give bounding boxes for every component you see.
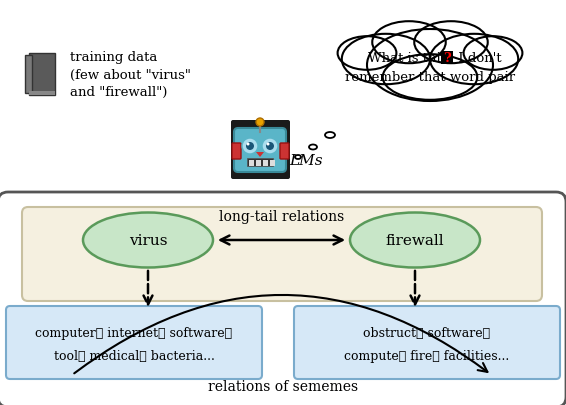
FancyBboxPatch shape bbox=[29, 92, 55, 96]
Text: LMs: LMs bbox=[289, 153, 323, 168]
Text: computer、 internet、 software、: computer、 internet、 software、 bbox=[36, 326, 233, 339]
FancyBboxPatch shape bbox=[263, 161, 268, 166]
FancyBboxPatch shape bbox=[22, 207, 542, 301]
FancyBboxPatch shape bbox=[280, 144, 289, 160]
Circle shape bbox=[266, 143, 274, 151]
Text: tool、 medical、 bacteria...: tool、 medical、 bacteria... bbox=[54, 349, 215, 362]
Ellipse shape bbox=[337, 37, 396, 70]
Ellipse shape bbox=[430, 35, 518, 85]
Text: long-tail relations: long-tail relations bbox=[219, 209, 344, 224]
Ellipse shape bbox=[383, 55, 477, 100]
Circle shape bbox=[267, 143, 269, 146]
FancyBboxPatch shape bbox=[441, 51, 453, 64]
Text: relations of sememes: relations of sememes bbox=[208, 379, 358, 393]
FancyBboxPatch shape bbox=[0, 192, 566, 405]
FancyBboxPatch shape bbox=[294, 306, 560, 379]
FancyBboxPatch shape bbox=[270, 161, 275, 166]
Ellipse shape bbox=[414, 22, 488, 64]
FancyBboxPatch shape bbox=[249, 161, 254, 166]
Ellipse shape bbox=[372, 22, 446, 64]
Ellipse shape bbox=[464, 37, 522, 70]
Text: virus: virus bbox=[128, 233, 167, 247]
Text: obstruct、 software、: obstruct、 software、 bbox=[363, 326, 491, 339]
Text: firewall: firewall bbox=[385, 233, 444, 247]
Text: compute、 fire、 facilities...: compute、 fire、 facilities... bbox=[344, 349, 509, 362]
FancyBboxPatch shape bbox=[232, 144, 241, 160]
Ellipse shape bbox=[350, 213, 480, 268]
Ellipse shape bbox=[367, 30, 493, 102]
FancyBboxPatch shape bbox=[256, 161, 261, 166]
FancyBboxPatch shape bbox=[247, 159, 273, 166]
Ellipse shape bbox=[309, 145, 317, 150]
Text: ?: ? bbox=[443, 51, 451, 64]
FancyBboxPatch shape bbox=[29, 54, 55, 96]
Polygon shape bbox=[256, 153, 264, 158]
FancyBboxPatch shape bbox=[234, 129, 286, 173]
Circle shape bbox=[247, 143, 250, 146]
FancyBboxPatch shape bbox=[25, 56, 32, 94]
Text: I don't: I don't bbox=[454, 51, 501, 64]
Text: remember that word pair: remember that word pair bbox=[345, 71, 515, 84]
Text: What is this: What is this bbox=[368, 51, 447, 64]
Text: training data
(few about "virus"
and "firewall"): training data (few about "virus" and "fi… bbox=[70, 51, 191, 98]
Circle shape bbox=[246, 143, 254, 151]
Circle shape bbox=[256, 119, 264, 127]
Ellipse shape bbox=[325, 133, 335, 139]
FancyBboxPatch shape bbox=[6, 306, 262, 379]
Ellipse shape bbox=[295, 156, 301, 160]
FancyBboxPatch shape bbox=[231, 121, 290, 179]
Circle shape bbox=[262, 139, 278, 155]
Circle shape bbox=[242, 139, 258, 155]
Ellipse shape bbox=[83, 213, 213, 268]
Ellipse shape bbox=[342, 35, 430, 85]
